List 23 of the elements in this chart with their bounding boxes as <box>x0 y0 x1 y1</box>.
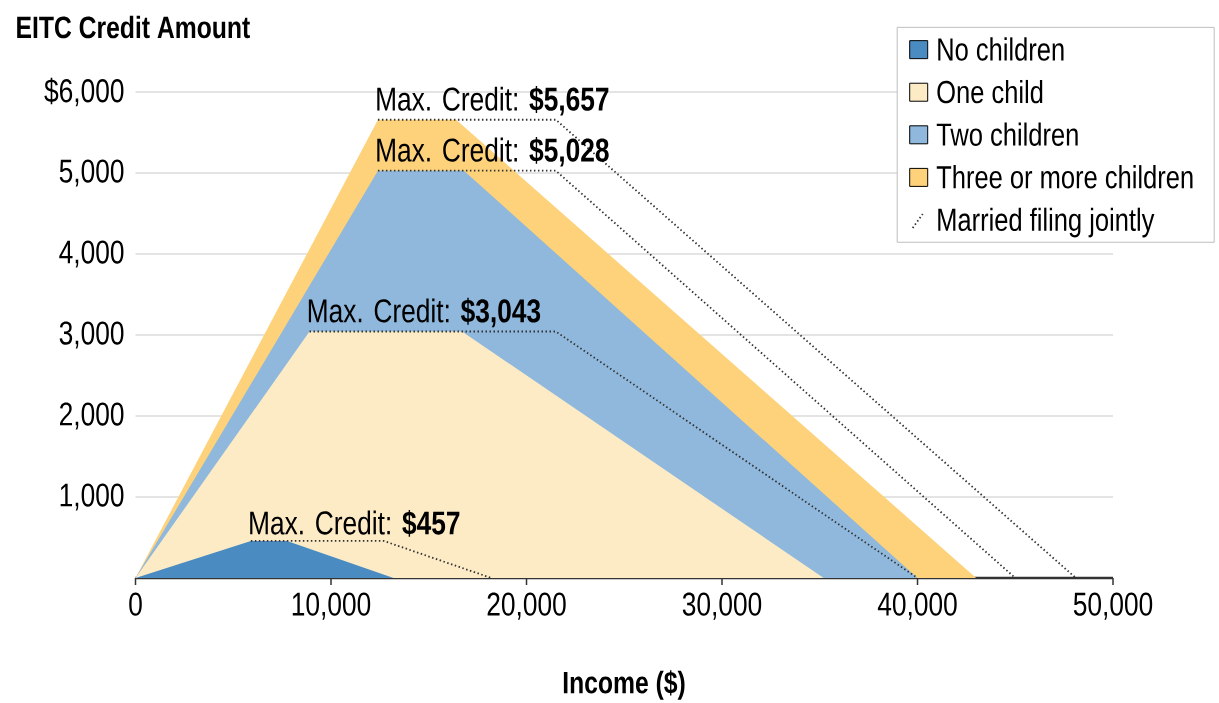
y-tick-label: 4,000 <box>59 240 124 268</box>
annotation: Max. Credit: $5,028 <box>377 137 609 167</box>
x-tick-label: 20,000 <box>487 592 566 620</box>
x-tick-label: 10,000 <box>292 592 371 620</box>
chart-title: EITC Credit Amount <box>17 15 250 39</box>
annotation: Max. Credit: $5,657 <box>377 86 609 116</box>
x-axis-title: Income ($) <box>563 670 685 700</box>
x-tick-label: 0 <box>129 592 142 616</box>
annotation: Max. Credit: $457 <box>250 509 460 537</box>
y-tick-label: 3,000 <box>59 321 124 349</box>
annotation: Max. Credit: $3,043 <box>308 297 541 328</box>
legend-label: No children <box>938 37 1064 61</box>
y-tick-label: $6,000 <box>44 77 124 107</box>
y-tick-label: 5,000 <box>59 159 124 187</box>
legend-label: Two children <box>936 122 1078 146</box>
x-tick-label: 40,000 <box>877 592 957 620</box>
x-tick-label: 30,000 <box>682 592 762 620</box>
legend-label: Three or more children <box>936 165 1193 189</box>
legend-label: One child <box>937 79 1043 104</box>
y-tick-label: 1,000 <box>60 483 124 511</box>
y-tick-label: 2,000 <box>60 402 124 430</box>
legend-label: Married filing jointly <box>938 207 1155 238</box>
x-tick-label: 50,000 <box>1073 592 1153 620</box>
